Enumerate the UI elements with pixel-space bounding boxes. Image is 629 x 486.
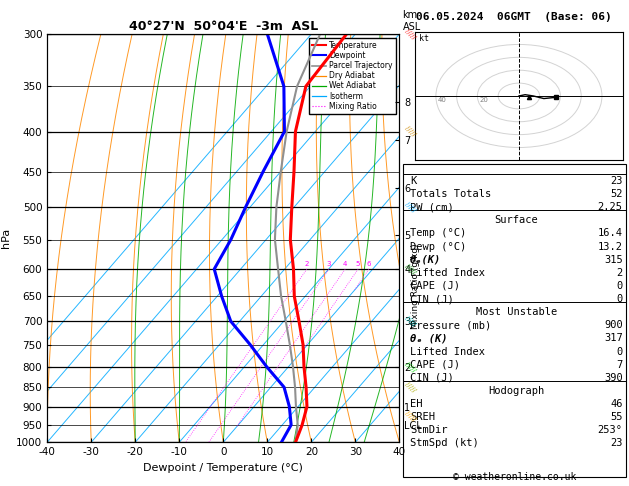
Text: EH: EH <box>410 399 423 409</box>
Text: 317: 317 <box>604 333 623 344</box>
Text: CAPE (J): CAPE (J) <box>410 360 460 370</box>
Text: /////: ///// <box>404 28 417 40</box>
Text: Hodograph: Hodograph <box>488 386 545 396</box>
Text: CIN (J): CIN (J) <box>410 294 454 304</box>
Text: Most Unstable: Most Unstable <box>476 307 557 317</box>
Text: 900: 900 <box>604 320 623 330</box>
Text: 315: 315 <box>604 255 623 265</box>
Text: 55: 55 <box>610 412 623 422</box>
Text: /////: ///// <box>404 381 417 394</box>
Text: /////: ///// <box>404 410 417 422</box>
X-axis label: Dewpoint / Temperature (°C): Dewpoint / Temperature (°C) <box>143 463 303 473</box>
Text: Pressure (mb): Pressure (mb) <box>410 320 491 330</box>
Text: 0: 0 <box>616 294 623 304</box>
Text: km
ASL: km ASL <box>403 10 421 32</box>
Y-axis label: hPa: hPa <box>1 228 11 248</box>
Text: 0: 0 <box>616 347 623 357</box>
Text: Mixing Ratio (g/kg): Mixing Ratio (g/kg) <box>411 243 420 329</box>
Text: SREH: SREH <box>410 412 435 422</box>
Legend: Temperature, Dewpoint, Parcel Trajectory, Dry Adiabat, Wet Adiabat, Isotherm, Mi: Temperature, Dewpoint, Parcel Trajectory… <box>309 38 396 114</box>
Text: 3: 3 <box>326 261 331 267</box>
Text: kt: kt <box>420 34 429 43</box>
Text: /////: ///// <box>404 315 417 328</box>
Text: 253°: 253° <box>598 425 623 435</box>
Text: θₑ(K): θₑ(K) <box>410 255 442 265</box>
Text: 0: 0 <box>616 281 623 291</box>
Title: 40°27'N  50°04'E  -3m  ASL: 40°27'N 50°04'E -3m ASL <box>129 20 318 33</box>
Text: 6: 6 <box>367 261 371 267</box>
Text: 16.4: 16.4 <box>598 228 623 239</box>
Text: 40: 40 <box>438 97 447 104</box>
Text: Surface: Surface <box>494 215 538 226</box>
Text: 2.25: 2.25 <box>598 202 623 212</box>
Text: 2: 2 <box>304 261 309 267</box>
Text: PW (cm): PW (cm) <box>410 202 454 212</box>
Text: Lifted Index: Lifted Index <box>410 347 485 357</box>
Text: 7: 7 <box>616 360 623 370</box>
Text: /////: ///// <box>404 125 417 138</box>
Text: 13.2: 13.2 <box>598 242 623 252</box>
Text: Dewp (°C): Dewp (°C) <box>410 242 466 252</box>
Text: /////: ///// <box>404 360 417 373</box>
Text: 390: 390 <box>604 373 623 383</box>
Text: 2: 2 <box>616 268 623 278</box>
Text: StmSpd (kt): StmSpd (kt) <box>410 438 479 449</box>
Text: 06.05.2024  06GMT  (Base: 06): 06.05.2024 06GMT (Base: 06) <box>416 12 612 22</box>
Text: K: K <box>410 176 416 186</box>
Text: Lifted Index: Lifted Index <box>410 268 485 278</box>
Text: /////: ///// <box>404 201 417 213</box>
Text: Temp (°C): Temp (°C) <box>410 228 466 239</box>
Text: 20: 20 <box>479 97 488 104</box>
Text: 52: 52 <box>610 189 623 199</box>
Text: StmDir: StmDir <box>410 425 448 435</box>
Text: 4: 4 <box>343 261 347 267</box>
Text: © weatheronline.co.uk: © weatheronline.co.uk <box>452 472 576 482</box>
Text: θₑ (K): θₑ (K) <box>410 333 448 344</box>
Text: /////: ///// <box>404 263 417 276</box>
Text: CAPE (J): CAPE (J) <box>410 281 460 291</box>
Text: 5: 5 <box>356 261 360 267</box>
Text: CIN (J): CIN (J) <box>410 373 454 383</box>
Text: Totals Totals: Totals Totals <box>410 189 491 199</box>
Text: 23: 23 <box>610 438 623 449</box>
Text: 46: 46 <box>610 399 623 409</box>
Text: 23: 23 <box>610 176 623 186</box>
